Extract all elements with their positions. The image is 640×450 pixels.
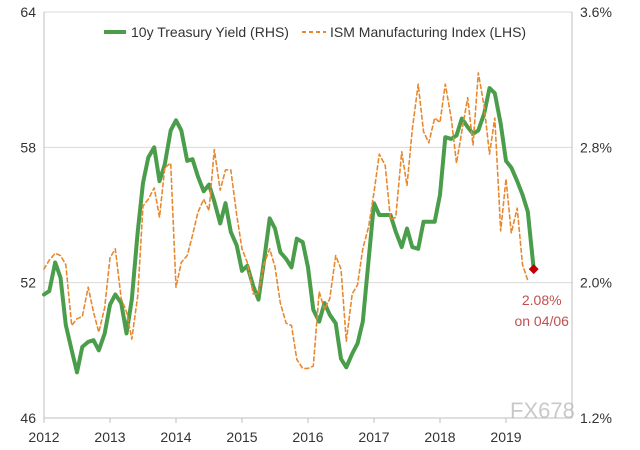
y-right-tick-label: 1.2%: [580, 410, 612, 426]
legend-label-treasury-yield: 10y Treasury Yield (RHS): [131, 24, 289, 40]
annotation-layer: 2.08% on 04/06: [514, 264, 569, 329]
y-left-tick-label: 46: [20, 410, 36, 426]
x-tick-label: 2019: [490, 429, 521, 445]
y-left-tick-label: 52: [20, 275, 36, 291]
series-line-ism-index: [43, 72, 529, 370]
y-right-tick-label: 2.0%: [580, 275, 612, 291]
axes-layer: 46 52 58 64 1.2% 2.0% 2.8% 3.6% 2012 2013 2014 2015…: [20, 4, 612, 445]
x-tick-label: 2013: [94, 429, 125, 445]
legend: 10y Treasury Yield (RHS) ISM Manufacturin…: [104, 24, 526, 40]
x-tick-label: 2014: [160, 429, 191, 445]
x-tick-label: 2012: [28, 429, 59, 445]
x-tick-label: 2018: [424, 429, 455, 445]
watermark-text: FX678: [510, 398, 575, 423]
y-left-tick-label: 58: [20, 139, 36, 155]
y-right-tick-label: 3.6%: [580, 4, 612, 20]
y-left-tick-label: 64: [20, 4, 36, 20]
endpoint-marker: [528, 264, 539, 275]
x-tick-label: 2017: [358, 429, 389, 445]
series-line-treasury-yield: [42, 86, 536, 375]
legend-label-ism-index: ISM Manufacturing Index (LHS): [330, 24, 526, 40]
x-tick-label: 2015: [226, 429, 257, 445]
x-tick-label: 2016: [292, 429, 323, 445]
annotation-label: 2.08%: [522, 292, 562, 308]
series-layer: [42, 72, 536, 375]
y-right-tick-label: 2.8%: [580, 139, 612, 155]
annotation-label: on 04/06: [514, 313, 569, 329]
grid-layer: [44, 11, 572, 284]
